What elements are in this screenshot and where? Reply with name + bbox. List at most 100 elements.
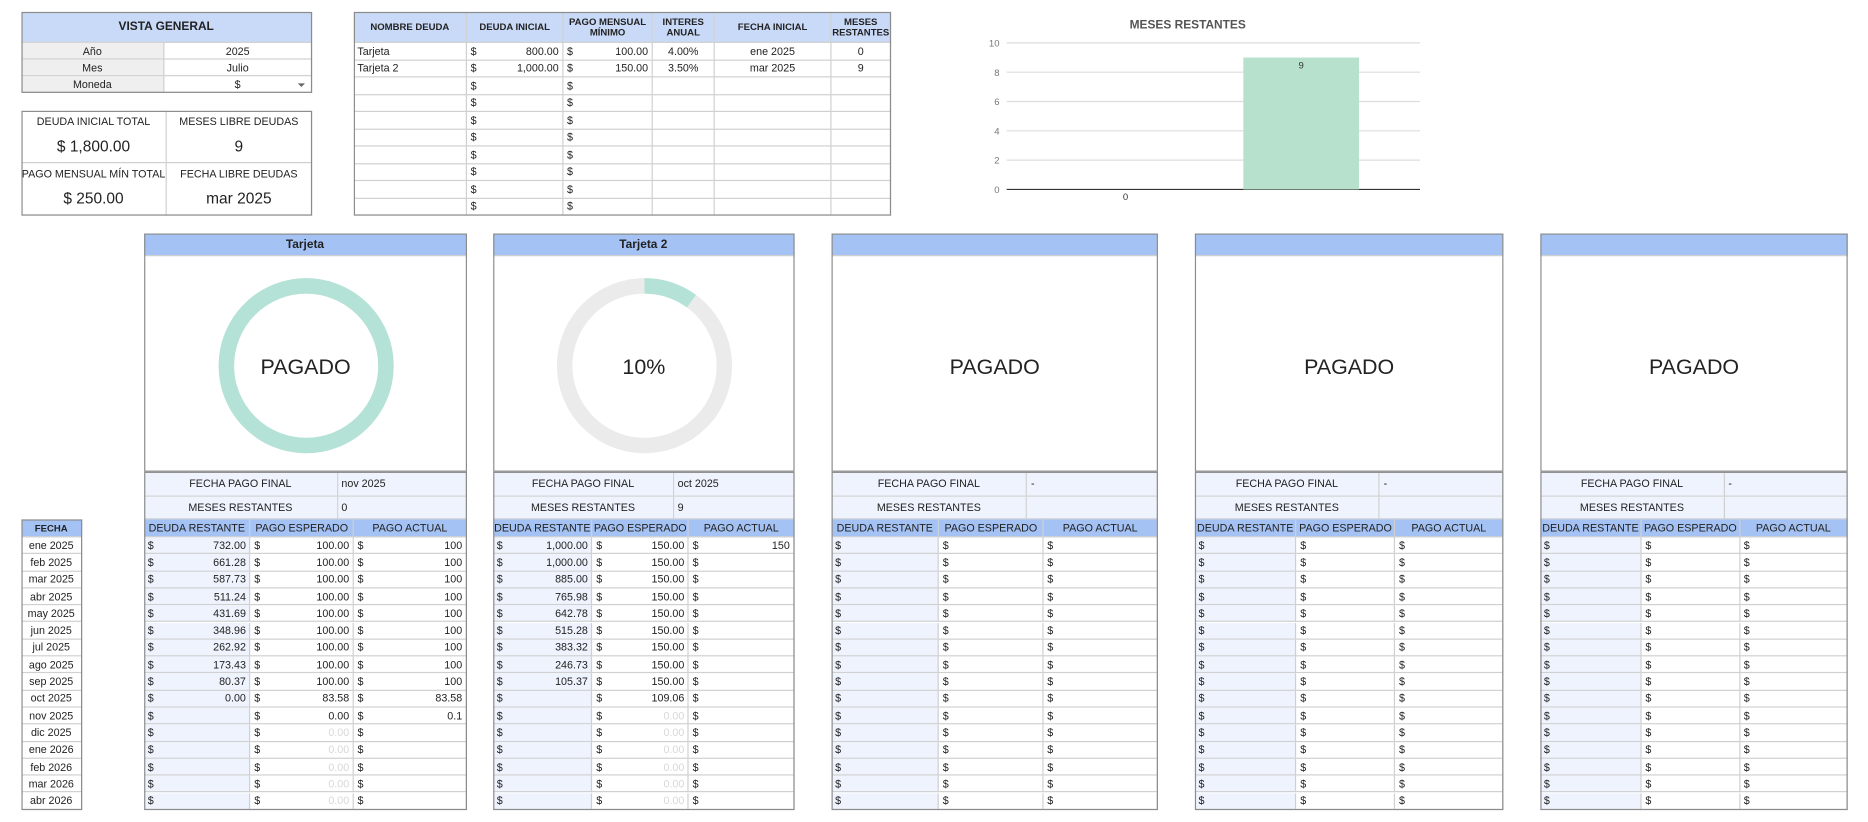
amount: 0.00	[663, 777, 685, 790]
amount: 100.00	[316, 573, 350, 586]
currency-symbol: $	[357, 709, 364, 722]
schedule-cell: $	[939, 554, 1044, 572]
currency-symbol: $	[496, 641, 503, 654]
schedule-cell: $	[1043, 622, 1158, 640]
debt-header: NOMBRE DEUDA	[353, 11, 467, 43]
overview-value: 2025	[164, 42, 313, 60]
info-label: MESES RESTANTES	[1194, 496, 1380, 520]
currency-symbol: $	[1743, 794, 1750, 807]
amount: 1,000.00	[546, 539, 588, 552]
center-text: PAGADO	[1304, 354, 1395, 379]
info-label: FECHA PAGO FINAL	[144, 472, 338, 497]
schedule-cell: $100.00	[250, 554, 354, 572]
currency-symbol: $	[1398, 590, 1405, 603]
currency-symbol: $	[596, 658, 603, 671]
schedule-cell: $	[939, 724, 1044, 742]
amount: 100.00	[615, 44, 649, 57]
currency-symbol: $	[254, 794, 261, 807]
overview-label: Moneda	[21, 76, 165, 93]
schedule-cell: $	[1296, 571, 1396, 589]
schedule-cell: $587.73	[144, 571, 251, 589]
currency-symbol: $	[254, 726, 261, 739]
amount: 80.37	[219, 675, 246, 688]
column-header: PAGO ACTUAL	[1740, 519, 1848, 538]
debt-cell	[353, 181, 467, 199]
schedule-cell: $661.28	[144, 554, 251, 572]
currency-symbol: $	[1743, 726, 1750, 739]
currency-symbol: $	[1645, 692, 1652, 705]
currency-symbol: $	[835, 573, 842, 586]
currency-symbol: $	[254, 692, 261, 705]
currency-symbol: $	[835, 743, 842, 756]
schedule-cell: $0.00	[250, 724, 354, 742]
schedule-cell: $	[939, 690, 1044, 708]
currency-symbol: $	[942, 658, 949, 671]
currency-symbol: $	[835, 607, 842, 620]
schedule-cell: $	[1194, 605, 1297, 623]
amount: 150.00	[651, 573, 685, 586]
schedule-cell: $	[1194, 571, 1297, 589]
data-label: 0	[1123, 192, 1128, 203]
schedule-cell: $	[1641, 741, 1741, 759]
summary-cell: MESES LIBRE DEUDAS 9	[166, 110, 313, 164]
currency-symbol: $	[1743, 675, 1750, 688]
currency-symbol: $	[692, 760, 699, 773]
schedule-cell: $	[1296, 656, 1396, 674]
schedule-cell: $	[1043, 673, 1158, 691]
currency-symbol: $	[567, 114, 574, 126]
currency-symbol: $	[1300, 709, 1307, 722]
currency-symbol: $	[1300, 556, 1307, 569]
currency-symbol: $	[692, 556, 699, 569]
currency-symbol: $	[496, 539, 503, 552]
currency-symbol: $	[357, 692, 364, 705]
currency-symbol: $	[1047, 777, 1054, 790]
amount: 100	[444, 539, 463, 552]
schedule-cell: $	[831, 775, 940, 793]
currency-symbol: $	[357, 590, 364, 603]
schedule-cell: $	[1641, 605, 1741, 623]
date-cell: ene 2025	[21, 537, 83, 555]
debt-cell	[714, 146, 832, 164]
amount: 800.00	[525, 44, 559, 57]
schedule-cell: $150.00	[592, 554, 690, 572]
schedule-cell: $0.00	[250, 707, 354, 725]
schedule-cell: $	[689, 758, 795, 776]
currency-symbol: $	[692, 624, 699, 637]
currency-symbol: $	[1645, 556, 1652, 569]
column-header: PAGO ESPERADO	[250, 519, 354, 538]
schedule-cell: $	[1540, 656, 1642, 674]
debt-cell	[353, 146, 467, 164]
schedule-cell: $	[1540, 690, 1642, 708]
currency-symbol: $	[1543, 709, 1550, 722]
schedule-cell: $105.37	[493, 673, 593, 691]
currency-symbol: $	[835, 760, 842, 773]
amount: 1,000.00	[546, 556, 588, 569]
currency-symbol: $	[470, 114, 477, 126]
summary-cell: DEUDA INICIAL TOTAL $ 1,800.00	[21, 110, 167, 164]
debt-cell	[831, 163, 892, 182]
schedule-cell: $	[1395, 656, 1504, 674]
schedule-cell: $	[689, 690, 795, 708]
column-header: PAGO ACTUAL	[1043, 519, 1158, 538]
currency-symbol: $	[942, 556, 949, 569]
amount: 732.00	[213, 539, 246, 552]
amount: 150.00	[651, 675, 685, 688]
schedule-cell: $	[1641, 588, 1741, 606]
currency-symbol: $	[357, 743, 364, 756]
info-label: MESES RESTANTES	[1540, 496, 1725, 520]
info-value: 0	[337, 496, 467, 520]
schedule-cell: $173.43	[144, 656, 251, 674]
debt-cell	[831, 77, 892, 95]
panel-header: Tarjeta 2	[493, 233, 795, 257]
debt-amount: $	[466, 94, 564, 112]
schedule-cell: $	[1540, 639, 1642, 657]
schedule-cell: $	[831, 588, 940, 606]
currency-symbol: $	[357, 556, 364, 569]
donut-chart	[218, 278, 394, 454]
currency-symbol: $	[1543, 573, 1550, 586]
currency-symbol: $	[596, 777, 603, 790]
currency-symbol: $	[1300, 539, 1307, 552]
currency-symbol: $	[1198, 709, 1205, 722]
currency-symbol: $	[835, 641, 842, 654]
date-cell: mar 2025	[21, 571, 83, 589]
